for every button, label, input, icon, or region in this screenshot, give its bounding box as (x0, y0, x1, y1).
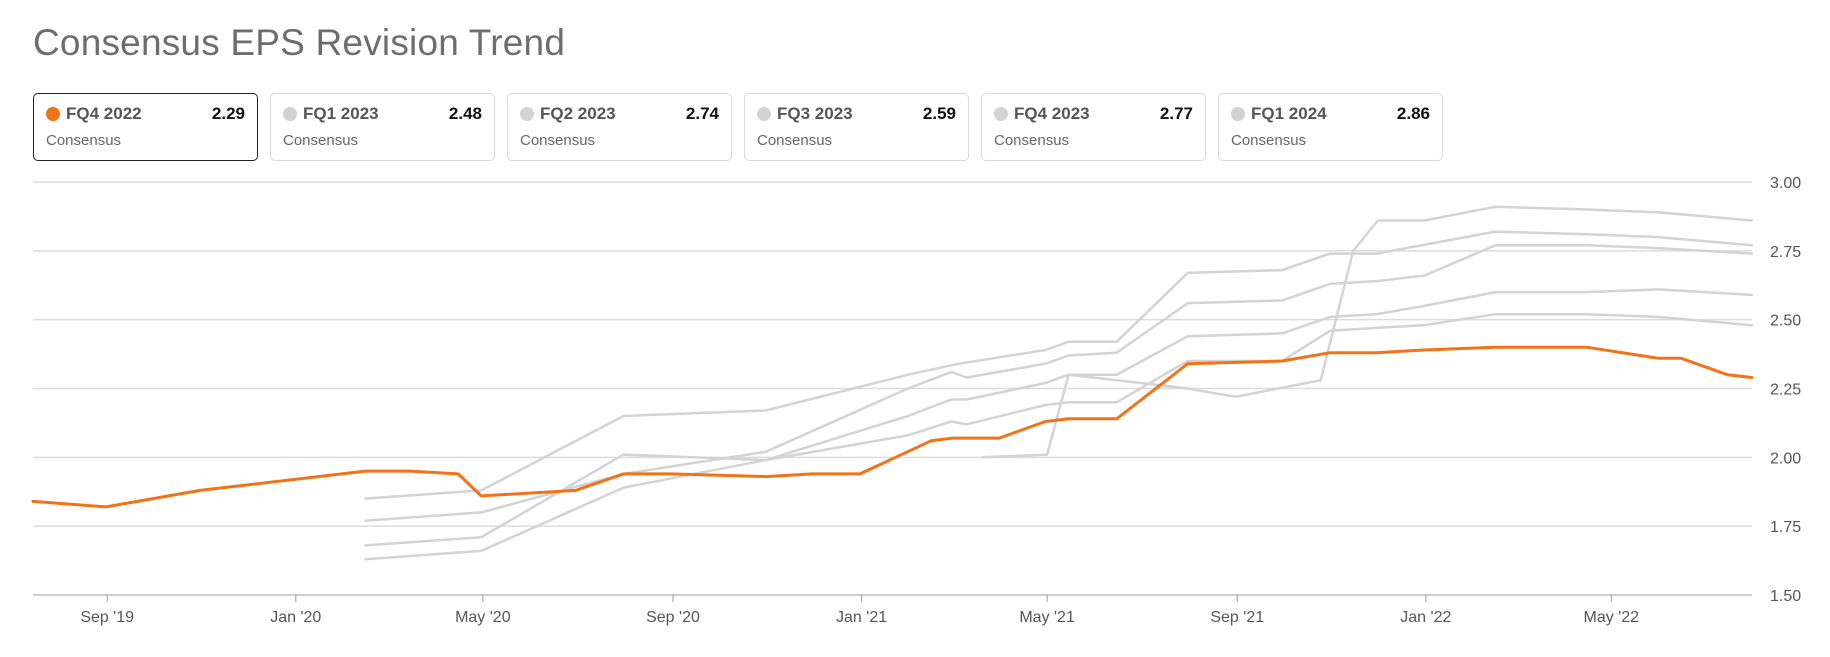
x-tick-label: Sep '19 (80, 609, 134, 626)
page-title: Consensus EPS Revision Trend (33, 22, 566, 63)
series-line-fq4-2023 (364, 230, 1754, 500)
quarter-label: FQ2 2023 (540, 104, 616, 123)
y-tick-label: 1.50 (1770, 588, 1801, 605)
consensus-value: 2.29 (211, 104, 245, 123)
consensus-caption: Consensus (757, 132, 833, 149)
x-tick-label: May '21 (1019, 609, 1075, 626)
consensus-caption: Consensus (283, 132, 359, 149)
muted-series-layer (364, 205, 1754, 561)
x-tick-label: May '22 (1584, 609, 1640, 626)
quarter-card[interactable]: FQ4 2023 2.77 Consensus (981, 93, 1206, 161)
y-tick-label: 2.25 (1770, 382, 1801, 399)
series-dot-icon (994, 107, 1008, 121)
quarter-card[interactable]: FQ1 2023 2.48 Consensus (270, 93, 495, 161)
grid-layer (33, 181, 1752, 596)
x-tick-label: Jan '21 (836, 609, 887, 626)
eps-revision-chart: 1.50 1.75 2.00 2.25 2.50 2.75 3.00 Sep '19 Jan '… (31, 175, 1801, 626)
series-line-fq4-2022 (31, 345, 1754, 509)
quarter-label: FQ3 2023 (777, 104, 853, 123)
consensus-value: 2.86 (1396, 104, 1430, 123)
series-dot-icon (46, 107, 60, 121)
series-dot-icon (757, 107, 771, 121)
quarter-label: FQ1 2024 (1251, 104, 1327, 123)
quarter-selector: FQ4 2022 2.29 Consensus FQ1 2023 2.48 Co… (33, 93, 1443, 161)
quarter-card[interactable]: FQ4 2022 2.29 Consensus (33, 93, 258, 161)
quarter-card[interactable]: FQ2 2023 2.74 Consensus (507, 93, 732, 161)
quarter-label: FQ4 2022 (66, 104, 142, 123)
axis-layer: 1.50 1.75 2.00 2.25 2.50 2.75 3.00 Sep '19 Jan '… (80, 175, 1801, 626)
highlight-series-layer (31, 345, 1754, 509)
x-tick-label: Jan '22 (1400, 609, 1451, 626)
consensus-value: 2.48 (448, 104, 482, 123)
consensus-caption: Consensus (1231, 132, 1307, 149)
quarter-card[interactable]: FQ1 2024 2.86 Consensus (1218, 93, 1443, 161)
y-tick-label: 2.50 (1770, 313, 1801, 330)
series-line-fq1-2023 (364, 312, 1754, 561)
quarter-card[interactable]: FQ3 2023 2.59 Consensus (744, 93, 969, 161)
y-tick-label: 1.75 (1770, 519, 1801, 536)
consensus-caption: Consensus (520, 132, 596, 149)
x-tick-label: Sep '21 (1210, 609, 1264, 626)
x-tick-label: May '20 (455, 609, 511, 626)
consensus-caption: Consensus (46, 132, 122, 149)
series-line-fq3-2023 (364, 288, 1754, 547)
series-dot-icon (283, 107, 297, 121)
consensus-caption: Consensus (994, 132, 1070, 149)
y-tick-label: 3.00 (1770, 175, 1801, 192)
series-line-fq2-2023 (364, 244, 1754, 522)
quarter-label: FQ1 2023 (303, 104, 379, 123)
series-dot-icon (520, 107, 534, 121)
y-tick-label: 2.00 (1770, 450, 1801, 467)
consensus-value: 2.74 (685, 104, 719, 123)
x-tick-label: Jan '20 (270, 609, 321, 626)
consensus-value: 2.77 (1159, 104, 1193, 123)
consensus-value: 2.59 (922, 104, 956, 123)
series-dot-icon (1231, 107, 1245, 121)
y-tick-label: 2.75 (1770, 244, 1801, 261)
quarter-label: FQ4 2023 (1014, 104, 1090, 123)
x-tick-label: Sep '20 (646, 609, 700, 626)
